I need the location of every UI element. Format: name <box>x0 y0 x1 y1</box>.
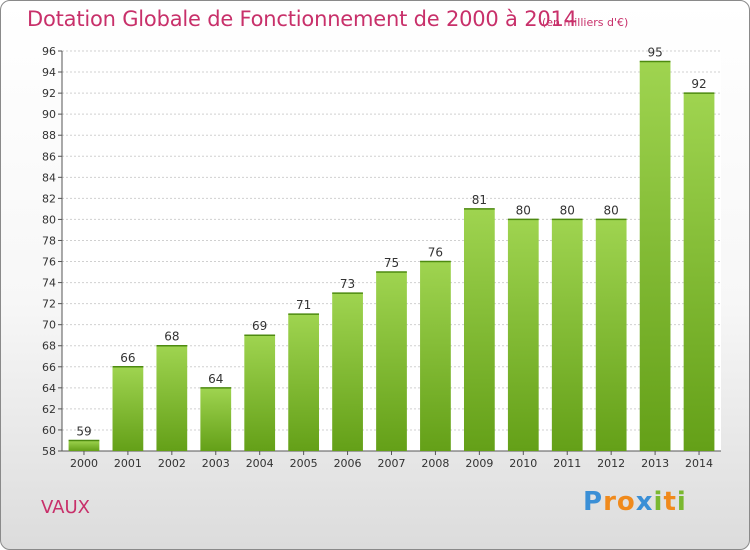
y-tick-label: 80 <box>42 213 56 226</box>
y-tick-label: 78 <box>42 234 56 247</box>
bar-2011 <box>551 219 583 451</box>
logo-letter: r <box>603 487 617 517</box>
bar-2012 <box>595 219 627 451</box>
data-label-2001: 66 <box>120 351 135 365</box>
x-tick-label-2008: 2008 <box>421 457 449 470</box>
y-tick-label: 94 <box>42 66 56 79</box>
bar-2007 <box>376 272 407 451</box>
x-tick-label-2012: 2012 <box>597 457 625 470</box>
logo-letter: t <box>663 487 677 517</box>
x-tick-label-2009: 2009 <box>465 457 493 470</box>
bar-2001 <box>112 366 144 451</box>
logo-letter: i <box>653 487 664 517</box>
y-tick-label: 88 <box>42 129 56 142</box>
bar-2004 <box>244 335 276 451</box>
y-tick-label: 62 <box>42 403 56 416</box>
y-tick-label: 86 <box>42 150 56 163</box>
proxiti-logo: Proxiti <box>583 487 687 517</box>
y-tick-label: 76 <box>42 256 56 269</box>
y-tick-label: 90 <box>42 108 56 121</box>
data-label-2010: 80 <box>516 203 531 217</box>
bar-2014 <box>683 93 715 452</box>
x-tick-label-2007: 2007 <box>378 457 406 470</box>
data-label-2007: 75 <box>384 256 399 270</box>
bar-2008 <box>420 261 451 451</box>
data-label-2004: 69 <box>252 319 267 333</box>
data-label-2014: 92 <box>691 77 706 91</box>
bar-2013 <box>639 61 671 452</box>
y-tick-label: 66 <box>42 361 56 374</box>
y-tick-label: 84 <box>42 171 56 184</box>
logo-letter: i <box>676 487 687 517</box>
bar-2000 <box>68 440 100 451</box>
y-tick-label: 96 <box>42 45 56 58</box>
data-label-2002: 68 <box>164 330 179 344</box>
chart-title: Dotation Globale de Fonctionnement de 20… <box>27 7 577 31</box>
place-name: VAUX <box>41 497 90 518</box>
bar-2003 <box>200 387 232 451</box>
data-label-2006: 73 <box>340 277 355 291</box>
y-tick-label: 58 <box>42 445 56 458</box>
x-tick-label-2003: 2003 <box>202 457 230 470</box>
bar-2009 <box>463 208 495 451</box>
x-tick-label-2001: 2001 <box>114 457 142 470</box>
x-tick-label-2010: 2010 <box>509 457 537 470</box>
bar-2005 <box>288 314 320 451</box>
x-tick-label-2006: 2006 <box>334 457 362 470</box>
bar-2002 <box>156 345 188 451</box>
data-label-2009: 81 <box>472 193 487 207</box>
data-label-2000: 59 <box>76 424 91 438</box>
data-label-2013: 95 <box>647 46 662 60</box>
x-tick-label-2011: 2011 <box>553 457 581 470</box>
x-tick-label-2005: 2005 <box>290 457 318 470</box>
logo-letter: x <box>635 487 654 517</box>
data-label-2003: 64 <box>208 372 223 386</box>
data-label-2012: 80 <box>604 203 619 217</box>
data-label-2008: 76 <box>428 246 443 260</box>
y-tick-label: 60 <box>42 424 56 437</box>
y-tick-label: 68 <box>42 340 56 353</box>
y-tick-label: 72 <box>42 298 56 311</box>
x-tick-label-2000: 2000 <box>70 457 98 470</box>
data-label-2011: 80 <box>560 203 575 217</box>
y-tick-label: 92 <box>42 87 56 100</box>
logo-letter: P <box>583 487 604 517</box>
data-label-2005: 71 <box>296 298 311 312</box>
y-tick-label: 64 <box>42 382 56 395</box>
y-tick-label: 70 <box>42 319 56 332</box>
y-tick-label: 82 <box>42 192 56 205</box>
x-tick-label-2004: 2004 <box>246 457 274 470</box>
x-tick-label-2013: 2013 <box>641 457 669 470</box>
x-tick-label-2014: 2014 <box>685 457 713 470</box>
bar-2006 <box>332 293 363 451</box>
logo-letter: o <box>616 487 636 517</box>
chart-subtitle: (en milliers d'€) <box>542 16 629 29</box>
x-tick-label-2002: 2002 <box>158 457 186 470</box>
bar-2010 <box>507 219 539 451</box>
y-tick-label: 74 <box>42 277 56 290</box>
